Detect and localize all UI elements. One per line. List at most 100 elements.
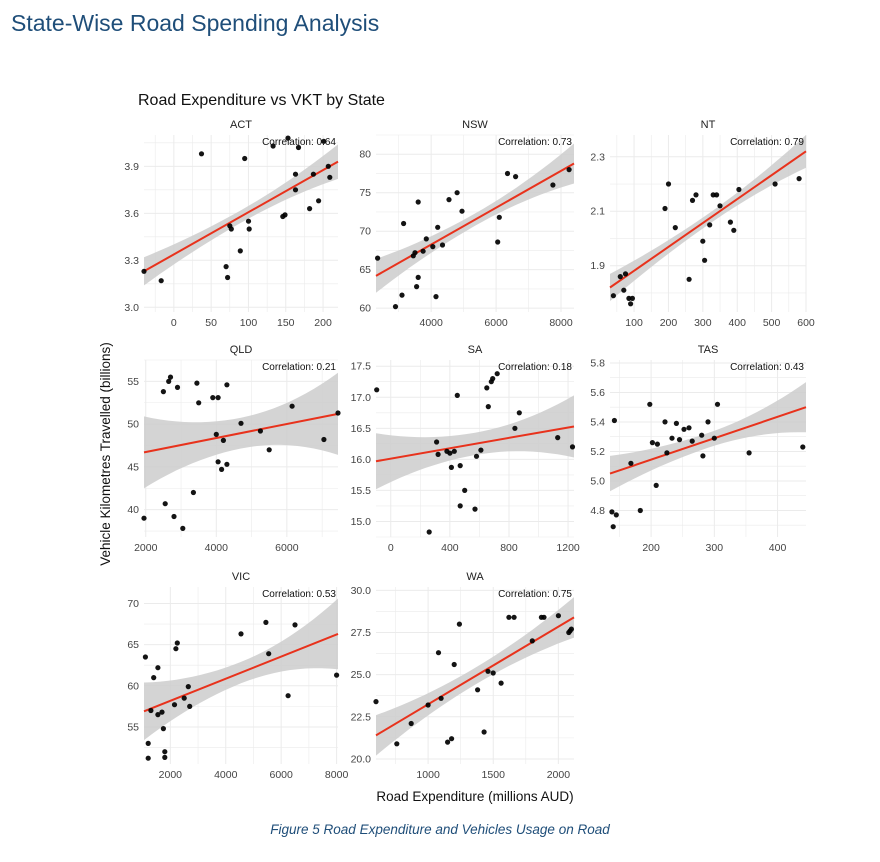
y-tick-label: 16.5	[351, 423, 372, 435]
x-tick-label: 2000	[159, 769, 183, 781]
data-point	[210, 395, 216, 401]
data-point	[700, 238, 706, 244]
x-tick-label: 0	[388, 542, 394, 554]
data-point	[171, 702, 178, 708]
y-tick-label: 15.5	[351, 485, 372, 497]
data-point	[373, 699, 379, 705]
figure-caption: Figure 5 Road Expenditure and Vehicles U…	[270, 822, 610, 837]
y-tick-label: 2.3	[590, 151, 605, 163]
panel-sa: 0 400 800 1200 15.0 15.5 16.0 16.5 17.0 17.5 SA Cor…	[351, 344, 580, 554]
data-point	[485, 668, 491, 674]
x-tick-label: 800	[500, 542, 518, 554]
panel-vic: 2000 4000 6000 8000 55 60 65 70 VIC Correlation: …	[127, 571, 348, 781]
data-point	[242, 155, 248, 162]
y-tick-label: 60	[127, 680, 139, 692]
confidence-band	[144, 372, 338, 489]
data-point	[335, 410, 341, 416]
y-tick-label: 5.2	[590, 446, 605, 458]
trend-line	[609, 150, 807, 289]
x-tick-label: 1500	[482, 769, 506, 781]
data-point	[772, 181, 778, 187]
x-tick-label: 1200	[556, 542, 580, 554]
data-point	[513, 174, 519, 180]
data-point	[459, 208, 465, 214]
data-point	[481, 729, 487, 735]
page-heading: State-Wise Road Spending Analysis	[11, 10, 380, 36]
data-point	[321, 138, 327, 144]
y-tick-label: 22.5	[351, 711, 372, 723]
data-point	[187, 703, 193, 710]
y-tick-label: 25.0	[351, 669, 372, 681]
data-point	[375, 255, 381, 261]
data-point	[334, 672, 340, 678]
data-point	[415, 199, 421, 205]
data-point	[295, 144, 302, 151]
panel-title: TAS	[698, 344, 719, 356]
data-point	[415, 274, 421, 280]
y-tick-label: 3.6	[124, 208, 139, 220]
data-point	[289, 403, 295, 409]
x-tick-label: 100	[240, 317, 258, 329]
x-tick-label: 200	[314, 317, 332, 329]
data-point	[408, 720, 414, 727]
y-tick-label: 45	[127, 461, 139, 473]
data-point	[399, 292, 405, 298]
data-point	[266, 447, 272, 453]
data-point	[447, 450, 453, 456]
y-axis-title: Vehicle Kilometres Travelled (billions)	[98, 342, 113, 566]
y-tick-label: 20.0	[351, 753, 372, 765]
panel-title: VIC	[232, 571, 250, 583]
data-point	[190, 489, 196, 496]
x-axis-title: Road Expenditure (millions AUD)	[376, 789, 573, 804]
data-point	[438, 695, 444, 701]
data-point	[686, 425, 692, 431]
confidence-band	[144, 598, 338, 741]
data-point	[316, 198, 322, 204]
data-point	[174, 640, 180, 646]
data-point	[160, 389, 166, 395]
data-point	[717, 203, 723, 209]
data-point	[621, 287, 627, 293]
data-point	[693, 192, 699, 198]
trend-line	[609, 406, 807, 475]
data-point	[478, 447, 484, 453]
data-point	[665, 181, 672, 187]
data-point	[155, 665, 161, 671]
trend-line	[375, 162, 575, 277]
y-tick-label: 70	[359, 226, 371, 238]
panel-title: QLD	[230, 344, 253, 356]
data-point	[198, 151, 205, 157]
data-point	[238, 420, 244, 426]
y-tick-label: 70	[127, 598, 139, 610]
data-point	[673, 420, 680, 426]
data-point	[423, 236, 429, 242]
data-point	[702, 257, 708, 263]
data-point	[180, 525, 186, 532]
data-point	[541, 614, 547, 620]
y-tick-label: 5.8	[590, 357, 605, 369]
y-tick-label: 55	[127, 376, 139, 388]
correlation-label: Correlation: 0.21	[262, 362, 336, 373]
data-point	[454, 392, 460, 398]
correlation-label: Correlation: 0.79	[730, 137, 804, 148]
data-point	[454, 190, 460, 196]
x-tick-label: 8000	[549, 317, 573, 329]
data-point	[448, 464, 454, 470]
trend-line	[143, 412, 339, 454]
data-point	[266, 651, 272, 657]
data-point	[215, 395, 221, 401]
data-point	[714, 192, 720, 198]
data-point	[194, 380, 200, 386]
data-point	[307, 206, 313, 212]
y-tick-label: 3.0	[124, 302, 139, 314]
data-point	[282, 212, 288, 218]
trend-line	[375, 616, 575, 737]
x-tick-label: 500	[763, 317, 781, 329]
correlation-label: Correlation: 0.43	[730, 362, 804, 373]
data-point	[292, 622, 298, 628]
x-tick-label: 4000	[420, 317, 444, 329]
data-point	[676, 437, 683, 443]
data-point	[414, 284, 420, 290]
y-tick-label: 1.9	[590, 260, 605, 272]
data-point	[246, 226, 252, 232]
